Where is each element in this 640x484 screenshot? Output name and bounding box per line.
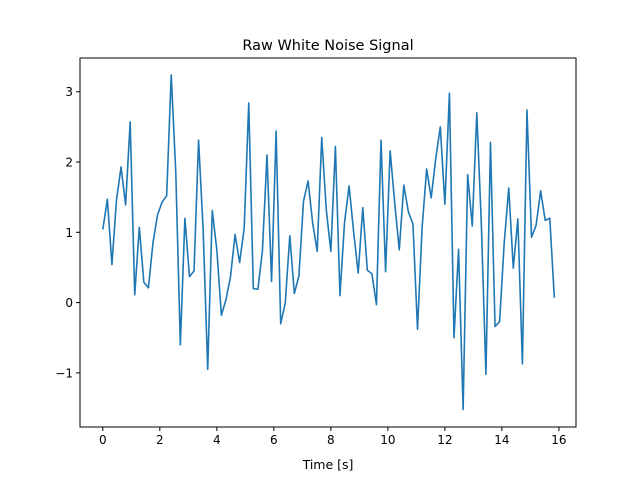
y-tick-label: 2 xyxy=(65,156,73,170)
x-tick-label: 12 xyxy=(437,433,452,447)
x-tick-label: 6 xyxy=(270,433,278,447)
x-tick-label: 0 xyxy=(99,433,107,447)
y-tick-label: 3 xyxy=(65,85,73,99)
chart-title: Raw White Noise Signal xyxy=(242,38,413,54)
x-tick-label: 8 xyxy=(327,433,335,447)
x-tick-label: 10 xyxy=(380,433,395,447)
plot-frame xyxy=(79,57,577,428)
x-tick-label: 14 xyxy=(494,433,509,447)
x-axis-label: Time [s] xyxy=(302,457,354,472)
x-tick-label: 4 xyxy=(213,433,221,447)
signal-line xyxy=(102,74,556,411)
y-tick-label: −1 xyxy=(55,366,73,380)
series-layer xyxy=(102,74,556,411)
x-tick-label: 16 xyxy=(551,433,566,447)
x-tick-label: 2 xyxy=(156,433,164,447)
y-tick-label: 1 xyxy=(65,226,73,240)
y-tick-label: 0 xyxy=(65,296,73,310)
